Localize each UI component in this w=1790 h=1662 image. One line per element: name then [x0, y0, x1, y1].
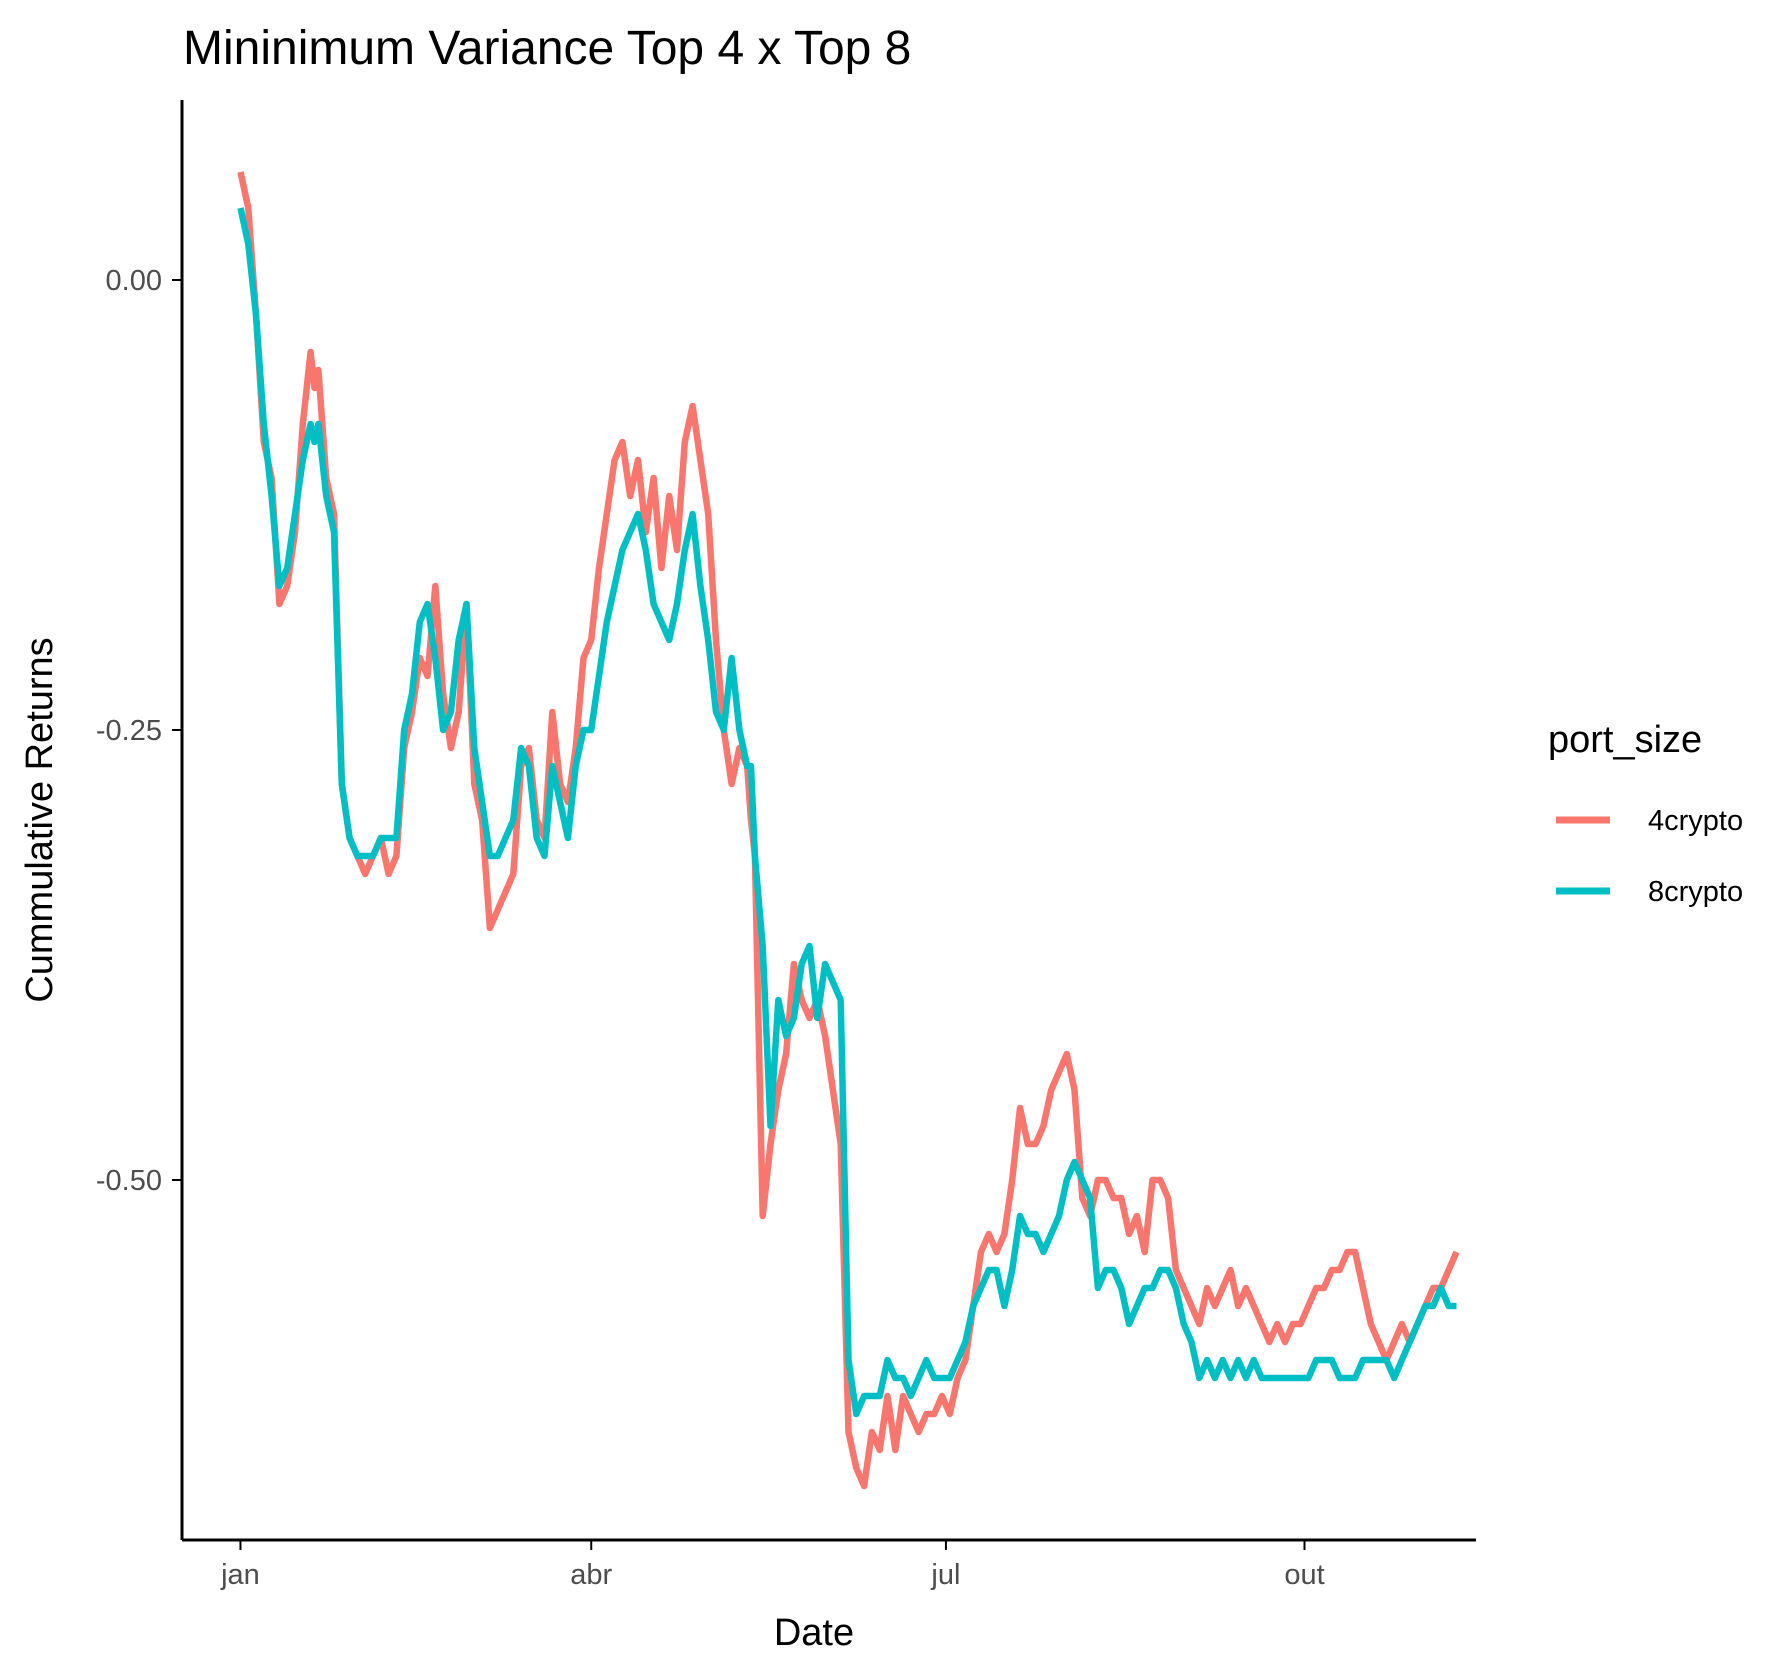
x-axis-ticks: jan abr jul out [220, 1540, 1325, 1591]
legend-label-8crypto: 8crypto [1648, 876, 1743, 908]
y-tick-label: 0.00 [106, 265, 162, 297]
x-axis-title: Date [774, 1612, 854, 1654]
y-tick-label: -0.50 [96, 1165, 162, 1197]
x-tick-label: jul [930, 1559, 960, 1591]
y-axis-title: Cummulative Returns [19, 637, 61, 1002]
legend-title: port_size [1548, 719, 1702, 761]
x-tick-label: jan [220, 1559, 260, 1591]
chart-title: Mininimum Variance Top 4 x Top 8 [183, 22, 911, 75]
y-axis-ticks: 0.00 -0.25 -0.50 [96, 265, 182, 1197]
x-tick-label: out [1284, 1559, 1324, 1591]
x-tick-label: abr [570, 1559, 612, 1591]
legend: port_size 4crypto 8crypto [1548, 719, 1743, 908]
series-layer [237, 171, 1460, 1490]
plot-area: 0.00 -0.25 -0.50 jan abr jul out [96, 100, 1476, 1591]
legend-label-4crypto: 4crypto [1648, 805, 1743, 837]
series-line-8crypto [237, 207, 1457, 1418]
y-tick-label: -0.25 [96, 715, 162, 747]
